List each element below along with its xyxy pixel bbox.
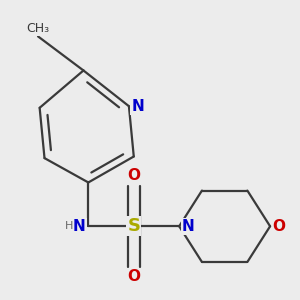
Text: O: O — [127, 168, 140, 183]
Text: N: N — [182, 219, 195, 234]
Text: O: O — [127, 269, 140, 284]
Text: O: O — [273, 219, 286, 234]
Text: S: S — [127, 217, 140, 235]
Text: N: N — [131, 99, 144, 114]
Text: CH₃: CH₃ — [26, 22, 50, 35]
Text: H: H — [64, 221, 73, 231]
Text: N: N — [73, 219, 86, 234]
